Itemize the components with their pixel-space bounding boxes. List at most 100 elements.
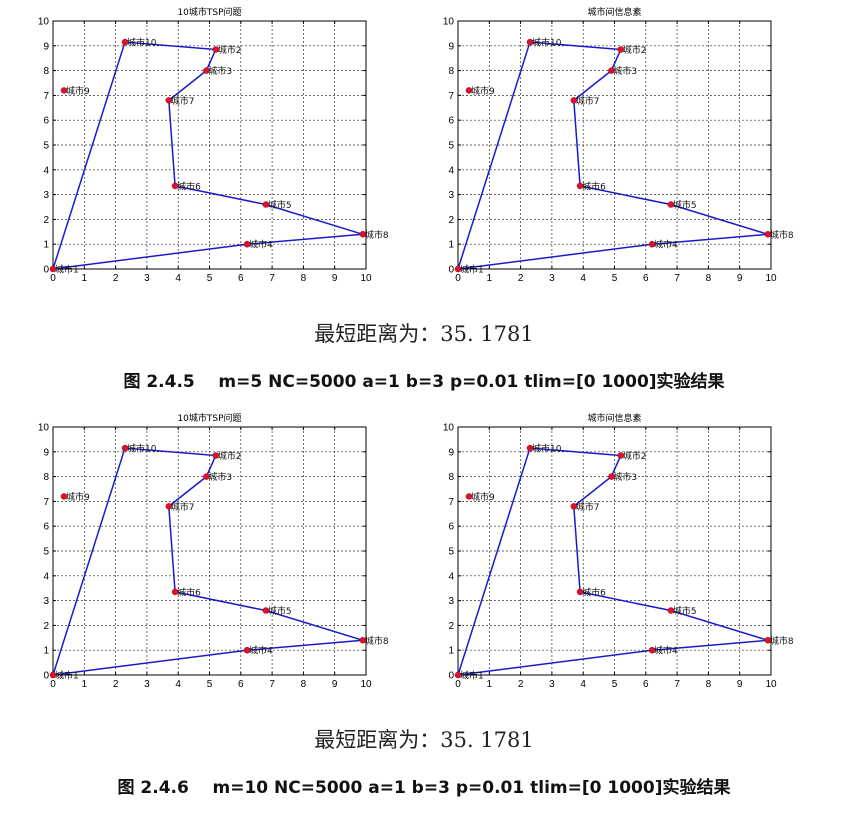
city-marker — [60, 493, 68, 500]
x-tick-label: 9 — [737, 679, 743, 690]
city-marker — [359, 637, 367, 644]
y-tick-label: 1 — [43, 646, 49, 657]
city-label: 城市7 — [576, 501, 600, 513]
x-tick-label: 1 — [487, 679, 493, 690]
city-marker — [121, 38, 129, 46]
y-tick-label: 10 — [443, 17, 455, 28]
x-tick-label: 4 — [580, 273, 586, 284]
x-tick-label: 7 — [269, 273, 275, 284]
chart-title: 10城市TSP问题 — [177, 6, 241, 18]
plot-2-svg: 城市间信息素 0 1 2 3 4 5 6 7 8 9 10 0 1 2 3 4 5 6 7 8 9 10 城市1 城市2 城市3 城… — [443, 6, 794, 284]
shortest-distance-result-1: 最短距离为：35. 1781 — [314, 322, 534, 346]
grid — [53, 427, 366, 675]
city-label: 城市1 — [55, 264, 79, 276]
city-marker — [171, 588, 179, 596]
city-marker — [165, 503, 173, 510]
y-tick-label: 7 — [43, 497, 49, 508]
city-marker — [570, 503, 578, 510]
x-tick-label: 5 — [207, 679, 213, 690]
route-line — [457, 41, 769, 270]
plot-3-tsp-route: 10城市TSP问题 0 1 2 3 4 5 6 7 8 9 10 0 1 2 3 4 5 6 7 8 9 10 城市1 城市2 城… — [20, 410, 390, 700]
city-marker — [165, 97, 173, 104]
x-tick-label: 1 — [82, 679, 88, 690]
y-tick-label: 6 — [43, 522, 49, 533]
city-label: 城市8 — [770, 229, 794, 241]
x-tick-label: 6 — [238, 679, 244, 690]
y-tick-label: 6 — [448, 522, 454, 533]
y-tick-label: 3 — [43, 190, 49, 201]
city-label: 城市1 — [55, 670, 79, 682]
city-marker — [262, 201, 270, 208]
city-label: 城市8 — [770, 635, 794, 647]
city-marker — [121, 444, 129, 452]
city-label: 城市2 — [218, 450, 242, 462]
x-tick-label: 10 — [765, 273, 777, 284]
city-marker — [203, 67, 210, 74]
y-tick-label: 8 — [43, 472, 49, 483]
city-marker — [454, 671, 462, 679]
city-marker — [617, 452, 625, 459]
x-tick-label: 0 — [455, 273, 461, 284]
x-tick-label: 6 — [643, 679, 649, 690]
plot-2-pheromone: 城市间信息素 0 1 2 3 4 5 6 7 8 9 10 0 1 2 3 4 5 6 7 8 9 10 城市1 城市2 城市3 城… — [425, 4, 795, 294]
city-marker — [454, 265, 462, 273]
x-tick-label: 7 — [269, 679, 275, 690]
city-label: 城市9 — [471, 85, 495, 97]
x-tick-label: 3 — [144, 273, 150, 284]
x-tick-label: 5 — [612, 273, 618, 284]
x-tick-label: 7 — [674, 679, 680, 690]
y-tick-label: 4 — [43, 165, 49, 176]
city-marker — [171, 182, 179, 190]
y-tick-label: 7 — [448, 91, 454, 102]
plot-1-tsp-route: 10城市TSP问题 0 1 2 3 4 5 6 7 8 9 10 0 1 2 3 4 5 6 7 8 9 10 城市1 城市2 城… — [20, 4, 390, 294]
y-tick-label: 10 — [38, 17, 50, 28]
city-label: 城市5 — [673, 605, 697, 617]
y-tick-label: 2 — [43, 621, 49, 632]
city-marker — [648, 240, 656, 248]
city-label: 城市4 — [249, 645, 273, 657]
city-marker — [212, 46, 220, 53]
chart-title: 城市间信息素 — [587, 412, 641, 424]
route-line — [52, 447, 364, 676]
x-tick-label: 5 — [612, 679, 618, 690]
y-tick-label: 4 — [43, 571, 49, 582]
city-marker — [359, 231, 367, 238]
grid — [458, 427, 771, 675]
x-tick-label: 3 — [549, 273, 555, 284]
figure-caption-2: 图 2.4.6 m=10 NC=5000 a=1 b=3 p=0.01 tlim… — [117, 778, 731, 798]
city-marker — [648, 646, 656, 654]
city-marker — [576, 182, 584, 190]
y-tick-label: 5 — [43, 141, 49, 152]
x-tick-label: 2 — [518, 273, 524, 284]
city-label: 城市10 — [532, 37, 562, 49]
y-tick-label: 0 — [43, 671, 49, 682]
route-line — [457, 447, 769, 676]
y-tick-label: 0 — [448, 265, 454, 276]
x-tick-label: 7 — [674, 273, 680, 284]
city-label: 城市5 — [268, 605, 292, 617]
city-marker — [262, 607, 270, 614]
chart-title: 10城市TSP问题 — [177, 412, 241, 424]
x-tick-label: 4 — [175, 273, 181, 284]
city-label: 城市9 — [471, 491, 495, 503]
city-label: 城市7 — [171, 95, 195, 107]
city-label: 城市9 — [66, 491, 90, 503]
y-tick-label: 1 — [43, 240, 49, 251]
city-label: 城市8 — [365, 229, 389, 241]
city-marker — [526, 38, 534, 46]
city-marker — [667, 201, 675, 208]
city-label: 城市6 — [582, 586, 606, 598]
city-label: 城市1 — [460, 670, 484, 682]
route-line — [52, 41, 364, 270]
y-tick-label: 2 — [448, 215, 454, 226]
y-tick-label: 3 — [43, 596, 49, 607]
y-tick-label: 6 — [448, 116, 454, 127]
x-tick-label: 8 — [706, 273, 712, 284]
y-tick-label: 3 — [448, 596, 454, 607]
y-tick-label: 5 — [43, 547, 49, 558]
city-marker — [60, 87, 68, 94]
y-tick-label: 3 — [448, 190, 454, 201]
city-label: 城市3 — [613, 65, 637, 77]
y-tick-label: 8 — [448, 66, 454, 77]
x-tick-label: 9 — [332, 679, 338, 690]
